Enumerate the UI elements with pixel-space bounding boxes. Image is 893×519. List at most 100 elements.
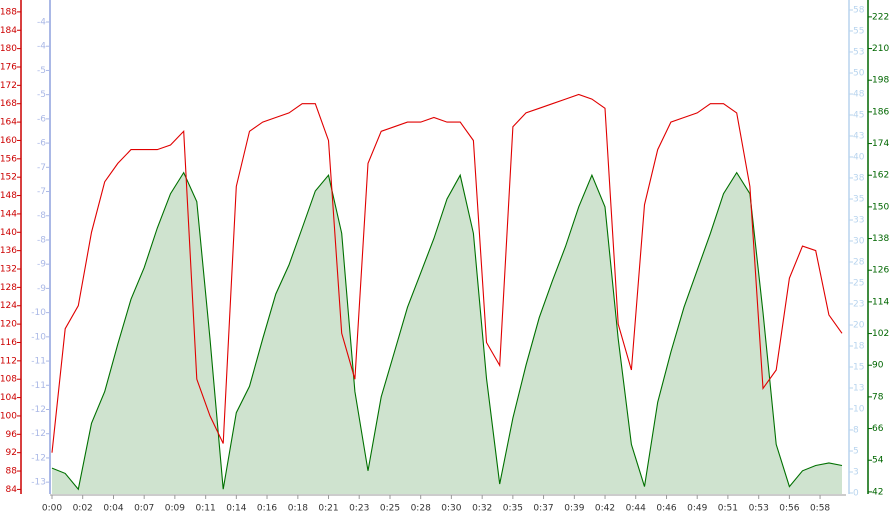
y-tick-label: 160 bbox=[0, 136, 17, 146]
y-tick-label: 126 bbox=[872, 266, 889, 276]
y-tick-label: 0 bbox=[853, 489, 859, 499]
y-tick-label: -4 bbox=[37, 42, 46, 52]
y-tick-label: 8 bbox=[853, 425, 859, 435]
y-tick-label: 198 bbox=[872, 76, 889, 86]
y-tick-label: 136 bbox=[0, 246, 17, 256]
y-tick-label: 23 bbox=[853, 299, 864, 309]
y-tick-label: 66 bbox=[872, 424, 884, 434]
area bbox=[52, 172, 842, 494]
y-tick-label: 124 bbox=[0, 301, 17, 311]
y-tick-label: 114 bbox=[872, 297, 889, 307]
y-tick-label: -9 bbox=[37, 260, 46, 270]
y-tick-label: -12 bbox=[31, 405, 46, 415]
y-tick-label: 164 bbox=[0, 118, 17, 128]
line bbox=[51, 171, 843, 491]
y-tick-label: 92 bbox=[6, 448, 17, 458]
y-tick-label: 58 bbox=[853, 5, 865, 15]
x-tick-label: 0:42 bbox=[595, 504, 615, 514]
x-tick-label: 0:18 bbox=[288, 504, 308, 514]
y-tick-label: 100 bbox=[0, 411, 17, 421]
x-tick-label: 0:58 bbox=[810, 504, 830, 514]
y-tick-label: 186 bbox=[872, 107, 889, 117]
y-tick-label: 84 bbox=[6, 485, 18, 495]
y-tick-label: 108 bbox=[0, 375, 17, 385]
x-tick-label: 0:49 bbox=[687, 504, 707, 514]
y-tick-label: 188 bbox=[0, 7, 17, 17]
y-tick-label: 50 bbox=[853, 69, 865, 79]
y-tick-label: -10 bbox=[31, 332, 46, 342]
y-tick-label: 40 bbox=[853, 152, 865, 162]
x-tick-label: 0:07 bbox=[134, 504, 154, 514]
x-tick-label: 0:30 bbox=[441, 504, 461, 514]
x-tick-label: 0:51 bbox=[718, 504, 738, 514]
y-tick-label: 132 bbox=[0, 265, 17, 275]
y-tick-label: 222 bbox=[872, 12, 889, 22]
y-tick-label: 43 bbox=[853, 131, 864, 141]
x-tick-label: 0:39 bbox=[564, 504, 584, 514]
x-tick-label: 0:44 bbox=[626, 504, 646, 514]
x-tick-label: 0:53 bbox=[749, 504, 769, 514]
y-tick-label: 54 bbox=[872, 456, 884, 466]
y-tick-label: -4 bbox=[37, 18, 46, 28]
y-tick-label: 148 bbox=[0, 191, 17, 201]
y-tick-label: 35 bbox=[853, 195, 864, 205]
y-tick-label: 38 bbox=[853, 173, 865, 183]
y-tick-label: 42 bbox=[872, 487, 883, 497]
x-tick-label: 0:35 bbox=[503, 504, 523, 514]
y-tick-label: 33 bbox=[853, 216, 864, 226]
x-tick-label: 0:56 bbox=[779, 504, 799, 514]
y-tick-label: -10 bbox=[31, 308, 46, 318]
y-tick-label: -11 bbox=[31, 357, 46, 367]
y-tick-label: -7 bbox=[37, 187, 46, 197]
y-tick-label: 3 bbox=[853, 468, 859, 478]
y-tick-label: 140 bbox=[0, 228, 17, 238]
y-tick-label: 88 bbox=[6, 467, 18, 477]
y-tick-label: 210 bbox=[872, 44, 889, 54]
x-tick-label: 0:14 bbox=[226, 504, 246, 514]
y-tick-label: 104 bbox=[0, 393, 17, 403]
y-tick-label: 156 bbox=[0, 154, 17, 164]
y-tick-label: 180 bbox=[0, 44, 17, 54]
x-tick-label: 0:21 bbox=[318, 504, 338, 514]
y-tick-label: 30 bbox=[853, 237, 865, 247]
y-tick-label: 55 bbox=[853, 26, 864, 36]
y-tick-label: 5 bbox=[853, 447, 859, 457]
y-tick-label: 138 bbox=[872, 234, 889, 244]
x-tick-label: 0:28 bbox=[411, 504, 431, 514]
y-tick-label: 162 bbox=[872, 171, 889, 181]
x-tick-label: 0:11 bbox=[196, 504, 216, 514]
y-tick-label: 144 bbox=[0, 209, 17, 219]
y-tick-label: 45 bbox=[853, 111, 864, 121]
y-tick-label: 150 bbox=[872, 202, 889, 212]
y-tick-label: -5 bbox=[37, 90, 46, 100]
y-tick-label: 102 bbox=[872, 329, 889, 339]
y-tick-label: 96 bbox=[6, 430, 18, 440]
y-tick-label: -8 bbox=[37, 211, 46, 221]
y-tick-label: -11 bbox=[31, 381, 46, 391]
y-tick-label: 15 bbox=[853, 363, 864, 373]
x-tick-label: 0:09 bbox=[165, 504, 185, 514]
y-tick-label: -12 bbox=[31, 429, 46, 439]
x-tick-label: 0:16 bbox=[257, 504, 277, 514]
y-tick-label: -12 bbox=[31, 453, 46, 463]
y-tick-label: -7 bbox=[37, 163, 46, 173]
y-tick-label: 152 bbox=[0, 173, 17, 183]
y-tick-label: 28 bbox=[853, 257, 865, 267]
y-tick-label: 25 bbox=[853, 278, 864, 288]
y-tick-label: 18 bbox=[853, 342, 865, 352]
x-tick-label: 0:23 bbox=[349, 504, 369, 514]
y-tick-label: -6 bbox=[37, 139, 46, 149]
y-tick-label: 172 bbox=[0, 81, 17, 91]
x-tick-label: 0:04 bbox=[103, 504, 123, 514]
y-tick-label: -13 bbox=[31, 478, 46, 488]
y-tick-label: -6 bbox=[37, 114, 46, 124]
x-tick-label: 0:00 bbox=[42, 504, 62, 514]
y-tick-label: 128 bbox=[0, 283, 17, 293]
y-tick-label: 48 bbox=[853, 90, 865, 100]
line bbox=[51, 93, 843, 453]
x-tick-label: 0:02 bbox=[73, 504, 93, 514]
y-tick-label: 20 bbox=[853, 321, 865, 331]
y-tick-label: 120 bbox=[0, 320, 17, 330]
